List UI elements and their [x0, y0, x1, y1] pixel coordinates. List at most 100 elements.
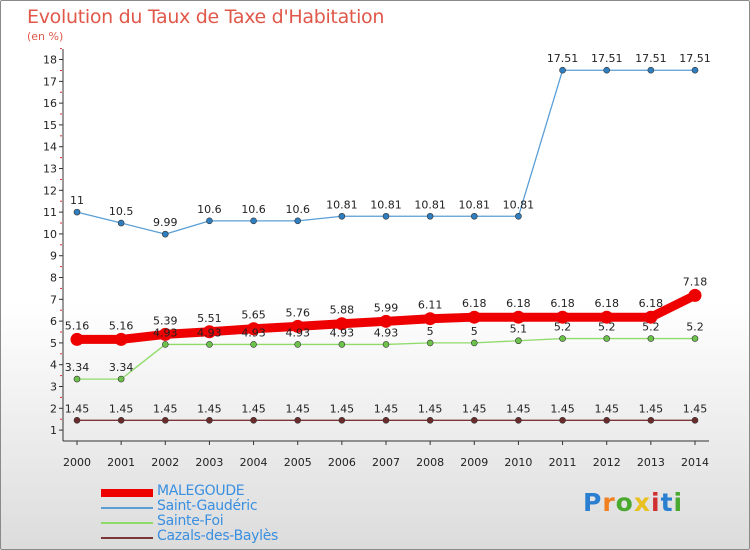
y-tick-label: 11: [43, 206, 57, 219]
data-label: 1.45: [65, 402, 90, 415]
data-label: 4.93: [374, 326, 399, 339]
x-tick-label: 2005: [284, 456, 312, 469]
unit-label: (en %): [27, 30, 64, 43]
x-tick-label: 2003: [195, 456, 223, 469]
data-label: 5.2: [642, 321, 660, 334]
data-label: 10.81: [503, 198, 535, 211]
data-point: [511, 310, 525, 324]
data-point: [470, 212, 478, 220]
data-point: [382, 416, 390, 424]
data-point: [73, 208, 81, 216]
y-tick-label: 10: [43, 228, 57, 241]
y-tick-label: 6: [50, 315, 57, 328]
x-tick-label: 2012: [593, 456, 621, 469]
data-point: [206, 416, 213, 424]
data-point: [688, 288, 702, 302]
data-point: [206, 217, 213, 225]
data-label: 4.93: [330, 326, 355, 339]
data-label: 1.45: [506, 402, 531, 415]
data-label: 5.51: [197, 312, 222, 325]
x-tick-label: 2006: [328, 456, 356, 469]
data-point: [467, 310, 481, 324]
data-label: 17.51: [591, 52, 623, 65]
data-label: 5.1: [510, 323, 528, 336]
data-label: 4.93: [153, 326, 178, 339]
data-point: [647, 416, 655, 424]
legend-swatch: [101, 537, 153, 539]
series: [70, 66, 702, 424]
data-label: 1.45: [550, 402, 575, 415]
data-label: 5.39: [153, 314, 178, 327]
data-point: [647, 66, 655, 74]
y-tick-label: 1: [50, 424, 57, 437]
data-label: 9.99: [153, 216, 178, 229]
legend-swatch: [101, 489, 153, 497]
data-point: [250, 416, 257, 424]
data-label: 1.45: [330, 402, 355, 415]
data-point: [294, 341, 302, 348]
data-label: 3.34: [65, 361, 90, 374]
data-label: 5.16: [109, 319, 134, 332]
data-point: [556, 310, 570, 324]
y-tick-label: 4: [50, 359, 57, 372]
y-tick-label: 14: [43, 141, 57, 154]
data-label: 6.18: [506, 297, 531, 310]
x-tick-label: 2009: [460, 456, 488, 469]
data-point: [559, 335, 566, 342]
data-point: [161, 230, 169, 238]
data-label: 3.34: [109, 361, 134, 374]
x-tick-label: 2008: [416, 456, 444, 469]
data-point: [250, 341, 257, 348]
x-tick-label: 2000: [63, 456, 91, 469]
x-tick-label: 2007: [372, 456, 400, 469]
data-point: [250, 217, 257, 225]
legend-label: Saint-Gaudéric: [157, 498, 258, 514]
data-point: [338, 341, 346, 348]
data-point: [206, 341, 213, 348]
data-label: 10.81: [370, 198, 402, 211]
x-tick-label: 2014: [681, 456, 709, 469]
data-label: 4.93: [241, 326, 266, 339]
data-label: 1.45: [639, 402, 664, 415]
data-point: [117, 416, 125, 424]
x-tick-label: 2001: [107, 456, 135, 469]
data-label: 7.18: [683, 275, 708, 288]
data-point: [382, 341, 390, 348]
data-label: 6.11: [418, 299, 443, 312]
data-label: 4.93: [197, 326, 222, 339]
legend-swatch: [101, 522, 153, 524]
data-label: 1.45: [462, 402, 487, 415]
data-label: 17.51: [635, 52, 667, 65]
data-label: 5.16: [65, 319, 90, 332]
x-tick-label: 2002: [151, 456, 179, 469]
data-point: [470, 416, 478, 424]
data-point: [161, 341, 169, 348]
proxiti-logo: Proxiti: [583, 488, 684, 517]
data-label: 5.88: [330, 304, 355, 317]
data-point: [515, 416, 522, 424]
legend-label: Cazals-des-Baylès: [157, 528, 279, 544]
data-label: 10.5: [109, 205, 134, 218]
data-point: [603, 335, 611, 342]
y-tick-label: 17: [43, 75, 57, 88]
x-tick-label: 2004: [240, 456, 268, 469]
data-point: [117, 375, 125, 383]
y-tick-label: 12: [43, 184, 57, 197]
data-label: 5.2: [686, 321, 704, 334]
data-label: 4.93: [285, 326, 310, 339]
data-point: [515, 337, 522, 345]
x-tick-label: 2010: [504, 456, 532, 469]
chart-title: Evolution du Taux de Taxe d'Habitation: [27, 6, 385, 28]
data-label: 1.45: [285, 402, 310, 415]
data-point: [691, 66, 699, 74]
data-point: [691, 335, 699, 342]
data-label: 5.99: [374, 301, 399, 314]
y-tick-label: 3: [50, 381, 57, 394]
data-point: [70, 332, 84, 346]
data-point: [559, 66, 566, 74]
data-point: [338, 416, 346, 424]
data-point: [161, 416, 169, 424]
data-point: [691, 416, 699, 424]
